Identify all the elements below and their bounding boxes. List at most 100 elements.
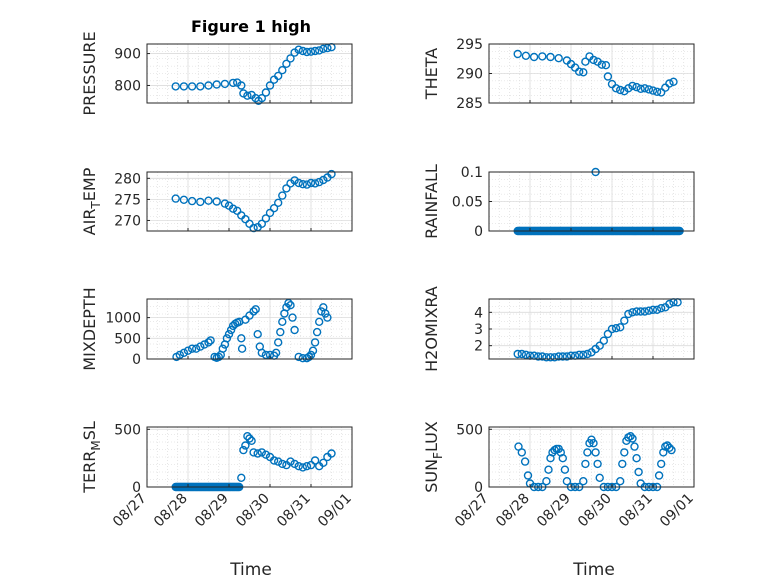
subplot-sun-flux: 0 500 SUNFLUX <box>422 421 695 496</box>
data-point <box>310 456 320 465</box>
data-point <box>665 79 674 88</box>
y-tick-label: 0 <box>132 352 141 368</box>
data-point <box>319 175 328 185</box>
data-point <box>517 448 526 457</box>
y-tick-label: 4 <box>474 305 483 321</box>
data-point <box>626 432 635 441</box>
data-point <box>290 325 299 335</box>
data-point <box>315 46 324 55</box>
data-point <box>611 324 621 333</box>
data-point <box>257 448 266 457</box>
data-point <box>323 43 332 53</box>
data-point <box>278 65 287 75</box>
data-point <box>640 307 649 316</box>
y-tick-label: 295 <box>456 37 483 53</box>
data-point <box>179 195 189 205</box>
data-point <box>276 327 285 337</box>
data-point <box>607 324 617 334</box>
data-point <box>538 352 547 361</box>
data-point <box>597 60 606 69</box>
data-point <box>599 336 608 345</box>
data-point <box>667 445 676 455</box>
data-point <box>669 77 678 87</box>
data-point <box>321 309 330 318</box>
data-point <box>654 471 664 480</box>
data-point <box>317 307 326 316</box>
data-point <box>204 81 213 90</box>
y-tick-label: 0 <box>132 480 141 496</box>
data-point <box>271 348 281 357</box>
data-point <box>294 45 303 54</box>
data-point <box>187 344 197 353</box>
data-point <box>591 448 600 457</box>
data-point <box>513 349 522 359</box>
data-point <box>282 184 291 193</box>
data-point <box>546 353 555 362</box>
data-point <box>665 443 674 452</box>
data-point <box>222 334 232 343</box>
y-tick-label: 285 <box>456 96 483 112</box>
subplot-h2omixra: 234 H2OMIXRA <box>422 286 695 372</box>
data-point <box>304 352 314 362</box>
data-point <box>652 305 662 314</box>
x-tick-label: 08/28 <box>493 491 533 531</box>
data-point <box>554 352 563 361</box>
data-point <box>620 448 629 457</box>
data-point <box>589 55 598 65</box>
data-point <box>542 353 551 362</box>
data-point <box>538 52 547 61</box>
data-point <box>243 432 252 441</box>
data-point <box>628 434 637 443</box>
subplot-theta: 285 290 295 THETA <box>422 37 695 112</box>
data-point <box>179 82 189 91</box>
x-tick-label: 08/30 <box>233 491 273 531</box>
data-point <box>191 344 201 353</box>
data-point <box>274 198 283 208</box>
y-tick-label: 3 <box>474 322 483 338</box>
data-point <box>224 330 234 339</box>
data-point <box>196 197 205 207</box>
data-point <box>534 352 543 361</box>
data-point <box>257 219 266 229</box>
data-point <box>611 84 621 93</box>
data-point <box>327 169 336 179</box>
data-point <box>544 465 553 474</box>
subplot-air-temp: 270 275 280 AIRTEMP <box>80 167 353 235</box>
y-axis-label: MIXDEPTH <box>80 287 99 370</box>
x-tick-label: 09/01 <box>315 491 355 531</box>
y-tick-label: 270 <box>114 213 141 229</box>
data-point <box>603 329 613 339</box>
data-point <box>220 199 230 208</box>
data-point <box>632 454 641 463</box>
data-point <box>562 477 572 486</box>
data-point <box>579 68 588 77</box>
y-tick-label: 275 <box>114 192 141 208</box>
data-point <box>529 52 539 62</box>
data-point <box>237 473 246 482</box>
data-point <box>294 352 303 362</box>
data-point <box>624 309 633 319</box>
x-tick-label: 09/01 <box>657 491 697 531</box>
data-point <box>589 439 598 448</box>
data-point <box>319 44 328 53</box>
data-point <box>196 342 205 351</box>
data-point <box>327 449 336 458</box>
data-point <box>218 344 228 353</box>
y-axis-label: PRESSURE <box>80 31 99 115</box>
data-point <box>284 298 293 308</box>
x-axis-label-left: Time <box>229 560 272 580</box>
data-point <box>513 49 522 59</box>
data-point <box>312 327 322 337</box>
axes-frame <box>146 426 353 488</box>
data-point <box>175 350 185 360</box>
data-point <box>581 57 590 66</box>
data-point <box>310 46 320 56</box>
y-tick-label: 290 <box>456 67 483 83</box>
data-point <box>274 71 283 81</box>
data-point <box>294 462 303 471</box>
data-point <box>179 348 189 357</box>
data-point <box>657 459 666 469</box>
data-point <box>634 467 643 477</box>
y-tick-label: 280 <box>114 171 141 187</box>
data-point <box>286 457 295 466</box>
